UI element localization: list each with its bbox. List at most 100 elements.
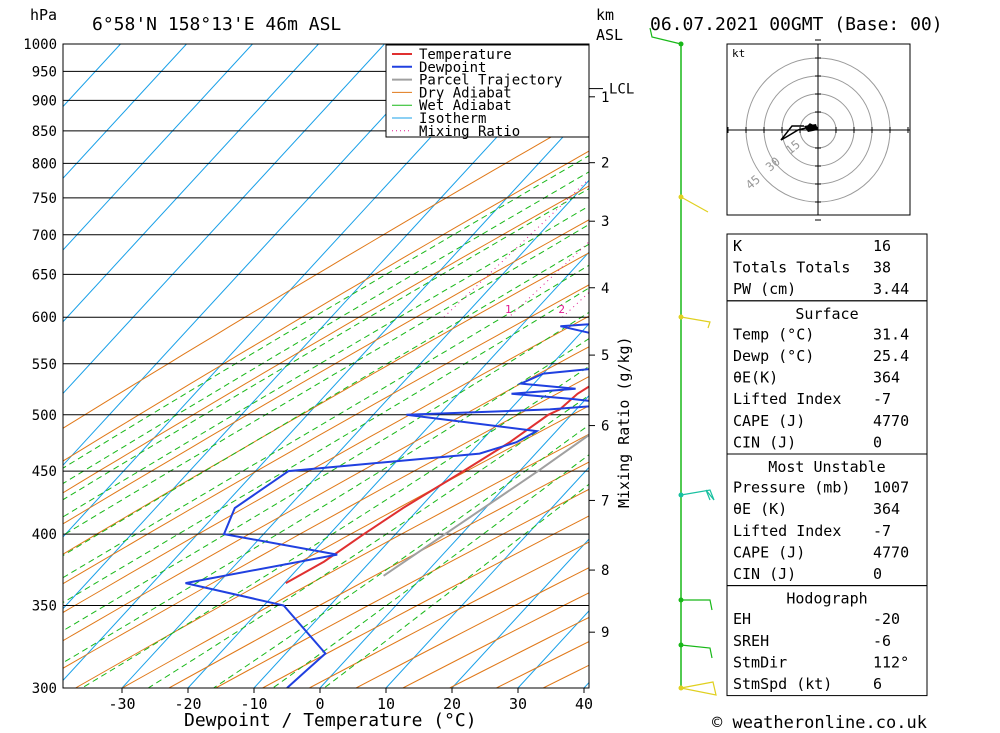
index-label: CAPE (J) bbox=[733, 412, 805, 430]
pressure-level-lines bbox=[63, 43, 589, 689]
pressure-tick-label: 400 bbox=[32, 527, 57, 543]
index-label: Lifted Index bbox=[733, 522, 841, 540]
index-value: 4770 bbox=[873, 543, 909, 561]
index-label: θE (K) bbox=[733, 500, 787, 518]
index-label: StmSpd (kt) bbox=[733, 675, 832, 693]
index-label: K bbox=[733, 237, 742, 255]
x-tick-label: 40 bbox=[575, 695, 593, 713]
wet-adiabat-line bbox=[81, 365, 589, 688]
pressure-tick-label: 500 bbox=[32, 408, 57, 424]
plot-frame bbox=[62, 43, 590, 689]
isotherm-line bbox=[63, 44, 385, 395]
hodograph-unit: kt bbox=[732, 47, 745, 60]
index-section-title: Hodograph bbox=[786, 590, 867, 608]
pressure-tick-label: 800 bbox=[32, 156, 57, 172]
lcl-label: LCL bbox=[609, 82, 634, 98]
index-value: 364 bbox=[873, 500, 900, 518]
x-tick-label: 30 bbox=[509, 695, 527, 713]
mixing-ratio-label: 1 bbox=[505, 303, 512, 316]
index-value: 38 bbox=[873, 259, 891, 277]
copyright-text: © weatheronline.co.uk bbox=[712, 713, 927, 733]
indices-table: K 16 Totals Totals 38 PW (cm) 3.44 Surface Temp… bbox=[726, 233, 928, 697]
index-label: CIN (J) bbox=[733, 565, 796, 583]
index-value: 25.4 bbox=[873, 347, 909, 365]
legend-entry: Mixing Ratio bbox=[419, 124, 520, 140]
legend-box bbox=[385, 44, 590, 138]
hodograph-trace bbox=[780, 123, 819, 141]
index-value: 112° bbox=[873, 653, 909, 671]
wind-barb bbox=[680, 644, 713, 659]
isotherm-line bbox=[63, 44, 121, 108]
pressure-tick-label: 850 bbox=[32, 124, 57, 140]
index-label: EH bbox=[733, 610, 751, 628]
index-label: StmDir bbox=[733, 653, 787, 671]
pressure-tick-label: 350 bbox=[32, 599, 57, 615]
wet-adiabat-line bbox=[272, 454, 589, 688]
index-value: 1007 bbox=[873, 479, 909, 497]
wet-adiabat-line bbox=[147, 394, 589, 688]
mixing-ratio-line bbox=[443, 178, 589, 318]
wind-barb bbox=[649, 27, 682, 45]
index-label: θE(K) bbox=[733, 369, 778, 387]
isotherm-line bbox=[451, 538, 589, 688]
index-label: Dewp (°C) bbox=[733, 347, 814, 365]
index-value: -6 bbox=[873, 632, 891, 650]
datetime-title: 06.07.2021 00GMT (Base: 00) bbox=[650, 14, 943, 35]
km-tick-label: 5 bbox=[601, 348, 609, 364]
index-value: -7 bbox=[873, 390, 891, 408]
isotherm-line bbox=[187, 251, 589, 688]
dry-adiabat-line bbox=[63, 150, 589, 462]
wind-barb bbox=[681, 599, 713, 611]
mixing-ratio-label: 10 bbox=[698, 303, 711, 316]
legend-entry: Isotherm bbox=[419, 111, 486, 127]
isotherm-line bbox=[63, 44, 253, 251]
dry-adiabat-line bbox=[63, 346, 589, 642]
dry-adiabat-line bbox=[75, 405, 589, 688]
isotherm-line bbox=[63, 107, 589, 682]
index-label: Totals Totals bbox=[733, 259, 850, 277]
location-title: 6°58'N 158°13'E 46m ASL bbox=[92, 14, 341, 35]
index-value: 31.4 bbox=[873, 325, 909, 343]
km-tick-label: 3 bbox=[601, 214, 609, 230]
index-label: PW (cm) bbox=[733, 280, 796, 298]
mixing-ratio-label: 3 bbox=[591, 303, 598, 316]
index-section-title: Most Unstable bbox=[768, 458, 885, 476]
index-label: Pressure (mb) bbox=[733, 479, 850, 497]
pressure-tick-label: 550 bbox=[32, 357, 57, 373]
km-tick-label: 9 bbox=[601, 625, 609, 641]
index-value: -7 bbox=[873, 522, 891, 540]
isotherm-line bbox=[385, 466, 589, 688]
hpa-unit-label: hPa bbox=[30, 6, 57, 24]
index-value: -20 bbox=[873, 610, 900, 628]
parcel-trajectory-line bbox=[383, 433, 589, 577]
isotherm-line bbox=[63, 44, 583, 610]
km-unit-label: km bbox=[596, 6, 614, 24]
pressure-tick-label: 950 bbox=[32, 64, 57, 80]
km-tick-label: 8 bbox=[601, 563, 609, 579]
legend-entry: Dewpoint bbox=[419, 60, 486, 76]
index-value: 0 bbox=[873, 565, 882, 583]
wet-adiabat-line bbox=[63, 171, 589, 485]
index-label: CIN (J) bbox=[733, 433, 796, 451]
wind-profile bbox=[649, 27, 717, 696]
wind-barb bbox=[680, 489, 715, 501]
index-value: 16 bbox=[873, 237, 891, 255]
pressure-tick-label: 300 bbox=[32, 681, 57, 697]
index-value: 6 bbox=[873, 675, 882, 693]
wet-adiabat-line bbox=[213, 424, 589, 688]
mixing-ratio-axis-title: Mixing Ratio (g/kg) bbox=[615, 336, 633, 508]
dry-adiabat-line bbox=[63, 185, 589, 494]
isotherm-line bbox=[319, 394, 589, 688]
asl-unit-label: ASL bbox=[596, 26, 623, 44]
mixing-ratio-label: 16 bbox=[743, 303, 756, 316]
wind-barb bbox=[680, 316, 711, 329]
legend-entry: Wet Adiabat bbox=[419, 98, 512, 114]
x-tick-label: 0 bbox=[315, 695, 324, 713]
index-section-title: Surface bbox=[795, 305, 858, 323]
index-value: 4770 bbox=[873, 412, 909, 430]
pressure-tick-label: 600 bbox=[32, 310, 57, 326]
mixing-ratio-label: 20 bbox=[766, 303, 779, 316]
x-tick-label: 20 bbox=[443, 695, 461, 713]
